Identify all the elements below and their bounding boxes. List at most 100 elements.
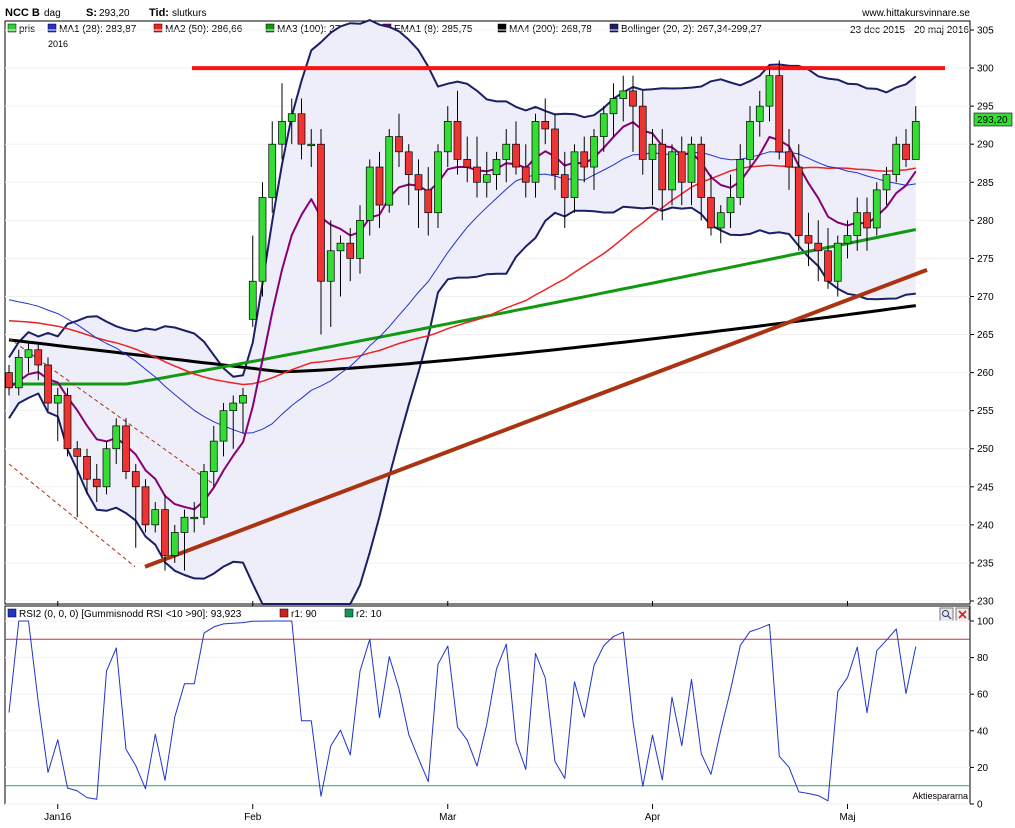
legend-swatch <box>153 23 163 33</box>
candle-down <box>34 349 43 366</box>
candle-up <box>151 509 160 526</box>
candle-down <box>551 128 559 176</box>
candle-up <box>746 121 754 160</box>
candle-up <box>648 143 657 160</box>
candle-down <box>814 242 823 252</box>
rsi-grid <box>5 620 970 805</box>
candle-down <box>317 143 325 282</box>
candle-up <box>180 516 189 533</box>
candle-up <box>716 212 725 229</box>
candle-up <box>755 105 764 122</box>
candle-up <box>365 166 374 221</box>
candle-up <box>229 402 238 412</box>
candle-up <box>599 113 608 137</box>
s-label: S: <box>86 7 97 19</box>
tid-value: slutkurs <box>172 8 206 19</box>
time-axis: Jan16 Feb Mar Apr Maj <box>44 601 856 823</box>
candle-up <box>248 280 257 320</box>
x-tick-label: Maj <box>839 812 855 823</box>
candle-up <box>326 250 335 282</box>
y-tick-label: 245 <box>977 482 994 493</box>
candle-up <box>170 532 179 556</box>
rsi-tick-label: 40 <box>977 726 989 737</box>
header-bar: NCC B dag S: 293,20 Tid: slutkurs www.hi… <box>5 7 970 19</box>
candle-down <box>804 235 813 244</box>
candle-up <box>219 410 228 442</box>
candle-down <box>92 478 101 488</box>
rsi-axis: 0 20 40 60 80 100 <box>970 617 994 811</box>
zoom-icon[interactable] <box>939 607 954 622</box>
ticker-label: NCC B <box>5 7 40 19</box>
candle-up <box>736 159 745 198</box>
candle-up <box>443 121 452 153</box>
candle-up <box>892 143 901 176</box>
candle-down <box>131 471 140 488</box>
candle-down <box>122 425 130 472</box>
candle-up <box>268 143 277 198</box>
y-tick-label: 230 <box>977 597 994 608</box>
candle-up <box>239 395 247 404</box>
y-tick-label: 300 <box>977 64 994 75</box>
y-tick-label: 290 <box>977 140 994 151</box>
candle-up <box>287 113 296 122</box>
y-tick-label: 265 <box>977 330 994 341</box>
candle-up <box>531 121 540 183</box>
legend-swatch <box>7 23 17 33</box>
year-label: 2016 <box>48 39 68 49</box>
candle-down <box>375 166 384 206</box>
candle-up <box>112 425 121 450</box>
candle-up <box>385 136 394 206</box>
candle-down <box>707 197 715 229</box>
candle-up <box>619 90 628 99</box>
candle-up <box>190 516 199 520</box>
last-price-tag: 293,20 <box>973 112 1013 127</box>
candle-up <box>209 440 218 472</box>
candle-down <box>629 90 637 107</box>
rsi-legend: RSI2 (0, 0, 0) [Gummisnodd RSI <10 >90]:… <box>7 608 382 620</box>
candle-down <box>512 143 520 168</box>
candle-up <box>307 143 316 147</box>
candle-up <box>765 75 774 107</box>
legend-swatch <box>279 608 289 618</box>
panel-tools <box>939 607 970 622</box>
y-tick-label: 295 <box>977 102 994 113</box>
legend-swatch <box>344 608 354 618</box>
candle-down <box>902 143 910 160</box>
candle-down <box>161 509 169 556</box>
y-tick-label: 305 <box>977 26 994 37</box>
legend-swatch <box>7 608 17 618</box>
candle-down <box>44 364 52 404</box>
y-tick-label: 285 <box>977 178 994 189</box>
candle-up <box>833 242 842 282</box>
legend-swatch <box>497 23 507 33</box>
candle-up <box>687 143 696 183</box>
legend-label: RSI2 (0, 0, 0) [Gummisnodd RSI <10 >90]:… <box>19 609 242 620</box>
x-tick-label: Feb <box>244 812 262 823</box>
rsi-tick-label: 100 <box>977 617 994 628</box>
candle-up <box>434 151 442 214</box>
candle-down <box>560 174 569 198</box>
bollinger-upper <box>8 19 917 378</box>
x-tick-label: Mar <box>439 812 457 823</box>
legend-label: r2: 10 <box>356 609 382 620</box>
candle-up <box>336 242 345 252</box>
site-link[interactable]: www.hittakursvinnare.se <box>861 8 970 19</box>
price-grid <box>5 29 970 602</box>
legend-swatch <box>609 23 619 33</box>
candle-up <box>843 235 852 244</box>
candle-up <box>482 174 491 183</box>
rsi-panel <box>4 605 971 805</box>
candle-up <box>356 219 364 259</box>
candle-down <box>638 105 647 160</box>
candle-up <box>872 189 881 229</box>
candle-down <box>395 136 403 153</box>
channel-bottom-line <box>8 463 136 568</box>
trend-lines <box>8 66 945 569</box>
candle-down <box>83 455 91 480</box>
rsi-tick-label: 20 <box>977 763 989 774</box>
candle-down <box>775 75 784 153</box>
candle-down <box>794 166 803 236</box>
candle-up <box>668 151 676 191</box>
candle-down <box>453 121 462 160</box>
candle-down <box>785 151 793 168</box>
